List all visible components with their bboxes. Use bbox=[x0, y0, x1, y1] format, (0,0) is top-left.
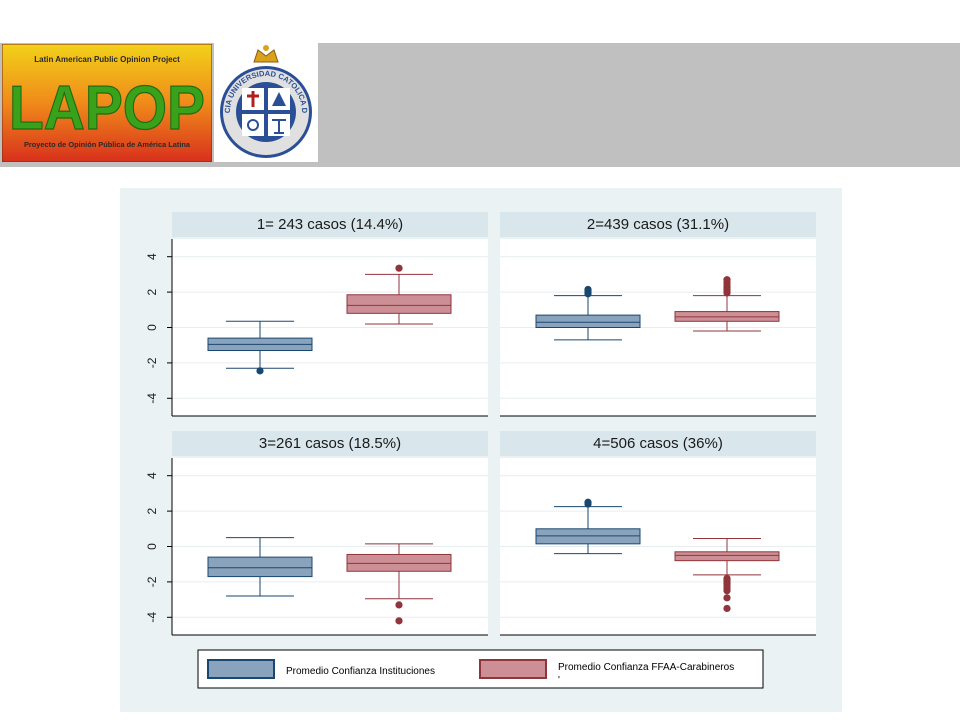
outlier-point bbox=[584, 285, 592, 294]
outlier-point bbox=[395, 264, 403, 272]
y-tick-label: 0 bbox=[145, 324, 159, 331]
legend-key-1 bbox=[207, 659, 275, 679]
box bbox=[674, 551, 780, 562]
chart-area: 1= 243 casos (14.4%) 4 2 0 -2 -4 2=439 casos (… bbox=[120, 188, 842, 712]
y-tick-label: 0 bbox=[145, 543, 159, 550]
panel-1: 1= 243 casos (14.4%) 4 2 0 -2 -4 bbox=[145, 212, 488, 417]
box-series-1 bbox=[535, 285, 641, 341]
lapop-top-text: Latin American Public Opinion Project bbox=[34, 55, 180, 64]
y-tick-label: 2 bbox=[145, 288, 159, 295]
panel-title-strip bbox=[500, 212, 816, 237]
box-series-1 bbox=[207, 320, 313, 375]
y-tick-label: -4 bbox=[145, 612, 159, 623]
outlier-point bbox=[584, 498, 592, 506]
y-tick-label: -2 bbox=[145, 576, 159, 587]
panel-4: 4=506 casos (36%) bbox=[500, 431, 816, 636]
box bbox=[535, 314, 641, 329]
panel-title: 3=261 casos (18.5%) bbox=[259, 435, 401, 452]
box-series-1 bbox=[207, 537, 313, 597]
panel-title: 2=439 casos (31.1%) bbox=[587, 216, 729, 233]
box-series-2 bbox=[674, 276, 780, 332]
y-tick-label: -4 bbox=[145, 393, 159, 404]
outlier-point bbox=[723, 604, 731, 613]
box-series-2 bbox=[346, 264, 452, 325]
box-series-2 bbox=[346, 543, 452, 625]
outlier-point bbox=[395, 601, 403, 609]
legend-key-2 bbox=[479, 659, 547, 679]
panel-title: 1= 243 casos (14.4%) bbox=[257, 216, 403, 233]
box bbox=[346, 294, 452, 314]
lapop-bottom-text: Proyecto de Opinión Pública de América L… bbox=[24, 140, 191, 149]
panels: 1= 243 casos (14.4%) 4 2 0 -2 -4 2=439 casos (… bbox=[145, 212, 816, 636]
outlier-point bbox=[395, 617, 403, 625]
panel-2: 2=439 casos (31.1%) bbox=[500, 212, 816, 417]
legend-trailing-mark: ' bbox=[558, 675, 560, 686]
outlier-point bbox=[723, 587, 731, 595]
legend: Promedio Confianza Instituciones Promedio… bbox=[197, 649, 764, 689]
legend-label-1: Promedio Confianza Instituciones bbox=[286, 666, 435, 677]
panel-title-strip bbox=[172, 431, 488, 456]
outlier-point bbox=[723, 276, 731, 284]
lapop-logo: Latin American Public Opinion Project LA… bbox=[2, 44, 212, 162]
y-tick-label: 4 bbox=[145, 472, 159, 479]
y-tick-label: 4 bbox=[145, 253, 159, 260]
university-seal: PONTIFICIA UNIVERSIDAD CATOLICA DE CHILE bbox=[214, 42, 318, 162]
legend-label-2: Promedio Confianza FFAA-Carabineros bbox=[558, 662, 734, 673]
lapop-main-text: LAPOP bbox=[9, 74, 205, 143]
box-series-2 bbox=[674, 538, 780, 613]
box bbox=[207, 556, 313, 578]
outlier-point bbox=[256, 367, 264, 375]
panel-3: 3=261 casos (18.5%) 4 2 0 -2 -4 bbox=[145, 431, 488, 636]
y-tick-label: -2 bbox=[145, 357, 159, 368]
outlier-point bbox=[723, 594, 731, 602]
panel-title-strip bbox=[500, 431, 816, 456]
panel-title: 4=506 casos (36%) bbox=[593, 435, 723, 452]
panel-title-strip bbox=[172, 212, 488, 237]
box-series-1 bbox=[535, 498, 641, 555]
y-tick-label: 2 bbox=[145, 507, 159, 514]
